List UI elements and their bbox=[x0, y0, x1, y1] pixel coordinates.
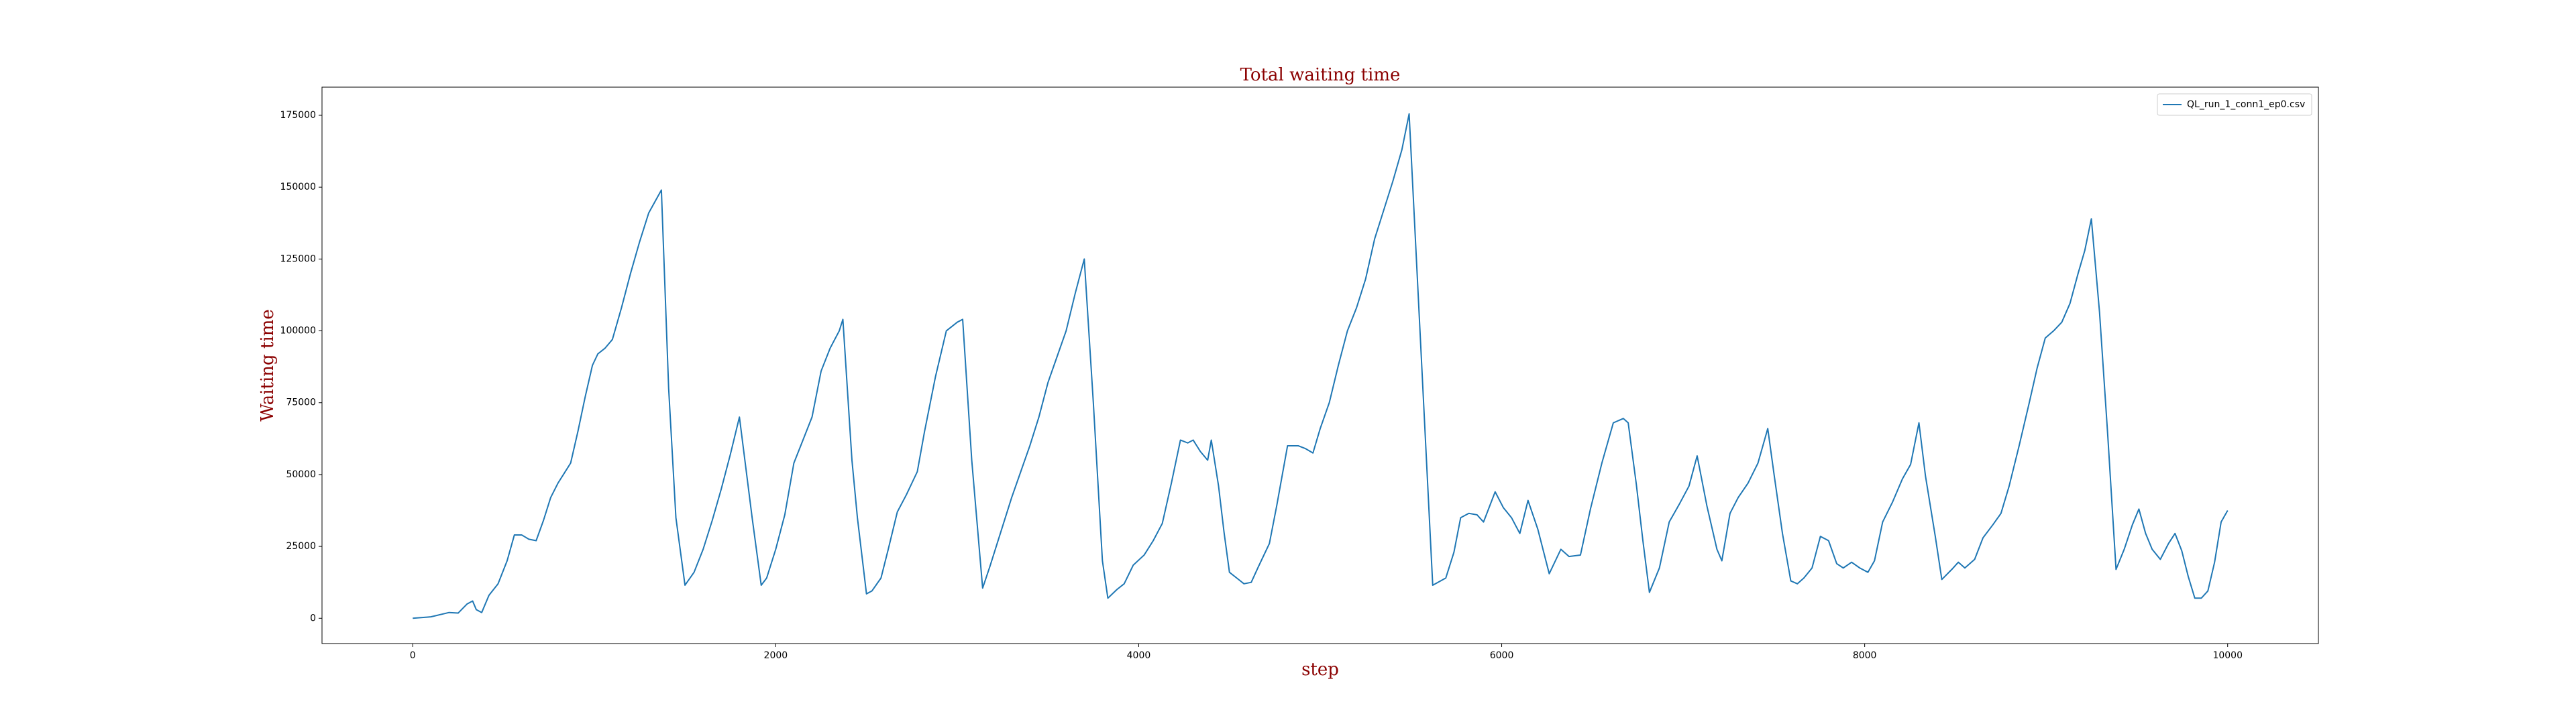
legend-box bbox=[2157, 93, 2312, 116]
x-tick-label: 0 bbox=[410, 650, 416, 661]
plot-frame bbox=[321, 86, 2319, 644]
x-axis-label: step bbox=[1301, 660, 1339, 680]
x-tick-label: 2000 bbox=[764, 650, 788, 661]
legend-label: QL_run_1_conn1_ep0.csv bbox=[2187, 99, 2305, 110]
data-line bbox=[413, 113, 2229, 619]
x-tick-label: 4000 bbox=[1127, 650, 1151, 661]
y-tick-label: 0 bbox=[310, 613, 316, 623]
y-tick-label: 175000 bbox=[280, 110, 316, 121]
y-tick-label: 50000 bbox=[286, 469, 316, 480]
x-tick-label: 6000 bbox=[1490, 650, 1514, 661]
y-axis-label: Waiting time bbox=[258, 309, 278, 422]
chart-title: Total waiting time bbox=[1240, 65, 1401, 85]
y-tick-label: 125000 bbox=[280, 253, 316, 264]
y-tick-label: 100000 bbox=[280, 326, 316, 337]
y-tick-label: 75000 bbox=[286, 398, 316, 408]
y-tick-label: 150000 bbox=[280, 182, 316, 192]
y-tick-label: 25000 bbox=[286, 541, 316, 552]
x-tick-label: 8000 bbox=[1853, 650, 1877, 661]
x-tick-label: 10000 bbox=[2212, 650, 2243, 661]
